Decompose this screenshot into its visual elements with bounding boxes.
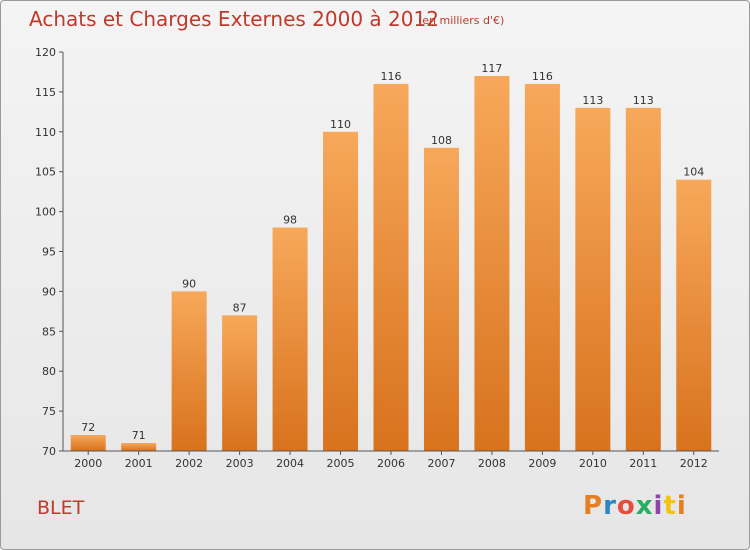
x-tick-label-2006: 2006 (377, 457, 405, 470)
x-tick-label-2003: 2003 (226, 457, 254, 470)
data-label-2005: 110 (330, 118, 351, 131)
chart-title: Achats et Charges Externes 2000 à 2012 (29, 7, 439, 31)
bar-2003 (222, 315, 258, 451)
x-tick-label-2005: 2005 (327, 457, 355, 470)
y-tick-label: 90 (42, 285, 56, 298)
y-tick-label: 80 (42, 365, 56, 378)
x-tick-label-2012: 2012 (680, 457, 708, 470)
x-tick-label-2007: 2007 (427, 457, 455, 470)
y-tick-label: 70 (42, 445, 56, 458)
data-label-2006: 116 (381, 70, 402, 83)
x-tick-label-2002: 2002 (175, 457, 203, 470)
bar-2000 (70, 435, 106, 451)
data-label-2008: 117 (481, 62, 502, 75)
data-label-2003: 87 (233, 301, 247, 314)
x-tick-label-2004: 2004 (276, 457, 304, 470)
x-tick-label-2008: 2008 (478, 457, 506, 470)
bar-2007 (423, 147, 459, 451)
data-label-2002: 90 (182, 277, 196, 290)
data-label-2007: 108 (431, 134, 452, 147)
proxiti-logo: Proxiti (583, 491, 687, 521)
data-label-2009: 116 (532, 70, 553, 83)
y-tick-label: 75 (42, 405, 56, 418)
data-label-2010: 113 (582, 94, 603, 107)
bar-2004 (272, 227, 308, 451)
y-tick-label: 115 (35, 86, 56, 99)
bar-2002 (171, 291, 207, 451)
y-tick-label: 100 (35, 206, 56, 219)
bar-2011 (625, 107, 661, 452)
bar-2008 (474, 75, 510, 451)
bar-2006 (373, 83, 409, 452)
data-label-2001: 71 (132, 429, 146, 442)
x-tick-label-2001: 2001 (125, 457, 153, 470)
commune-name: BLET (37, 497, 85, 519)
y-tick-label: 95 (42, 246, 56, 259)
y-tick-label: 85 (42, 325, 56, 338)
y-tick-label: 105 (35, 166, 56, 179)
data-label-2012: 104 (683, 166, 704, 179)
bar-2012 (676, 179, 712, 451)
y-tick-label: 110 (35, 126, 56, 139)
bar-2009 (524, 83, 560, 452)
bar-2010 (575, 107, 611, 452)
data-label-2011: 113 (633, 94, 654, 107)
x-tick-label-2011: 2011 (629, 457, 657, 470)
bar-2001 (121, 443, 157, 451)
bar-2005 (323, 131, 359, 452)
x-tick-label-2000: 2000 (74, 457, 102, 470)
data-label-2000: 72 (81, 421, 95, 434)
data-label-2004: 98 (283, 214, 297, 227)
x-tick-label-2010: 2010 (579, 457, 607, 470)
y-tick-label: 120 (35, 46, 56, 59)
x-tick-label-2009: 2009 (528, 457, 556, 470)
chart-subtitle: (en milliers d'€) (418, 14, 505, 27)
